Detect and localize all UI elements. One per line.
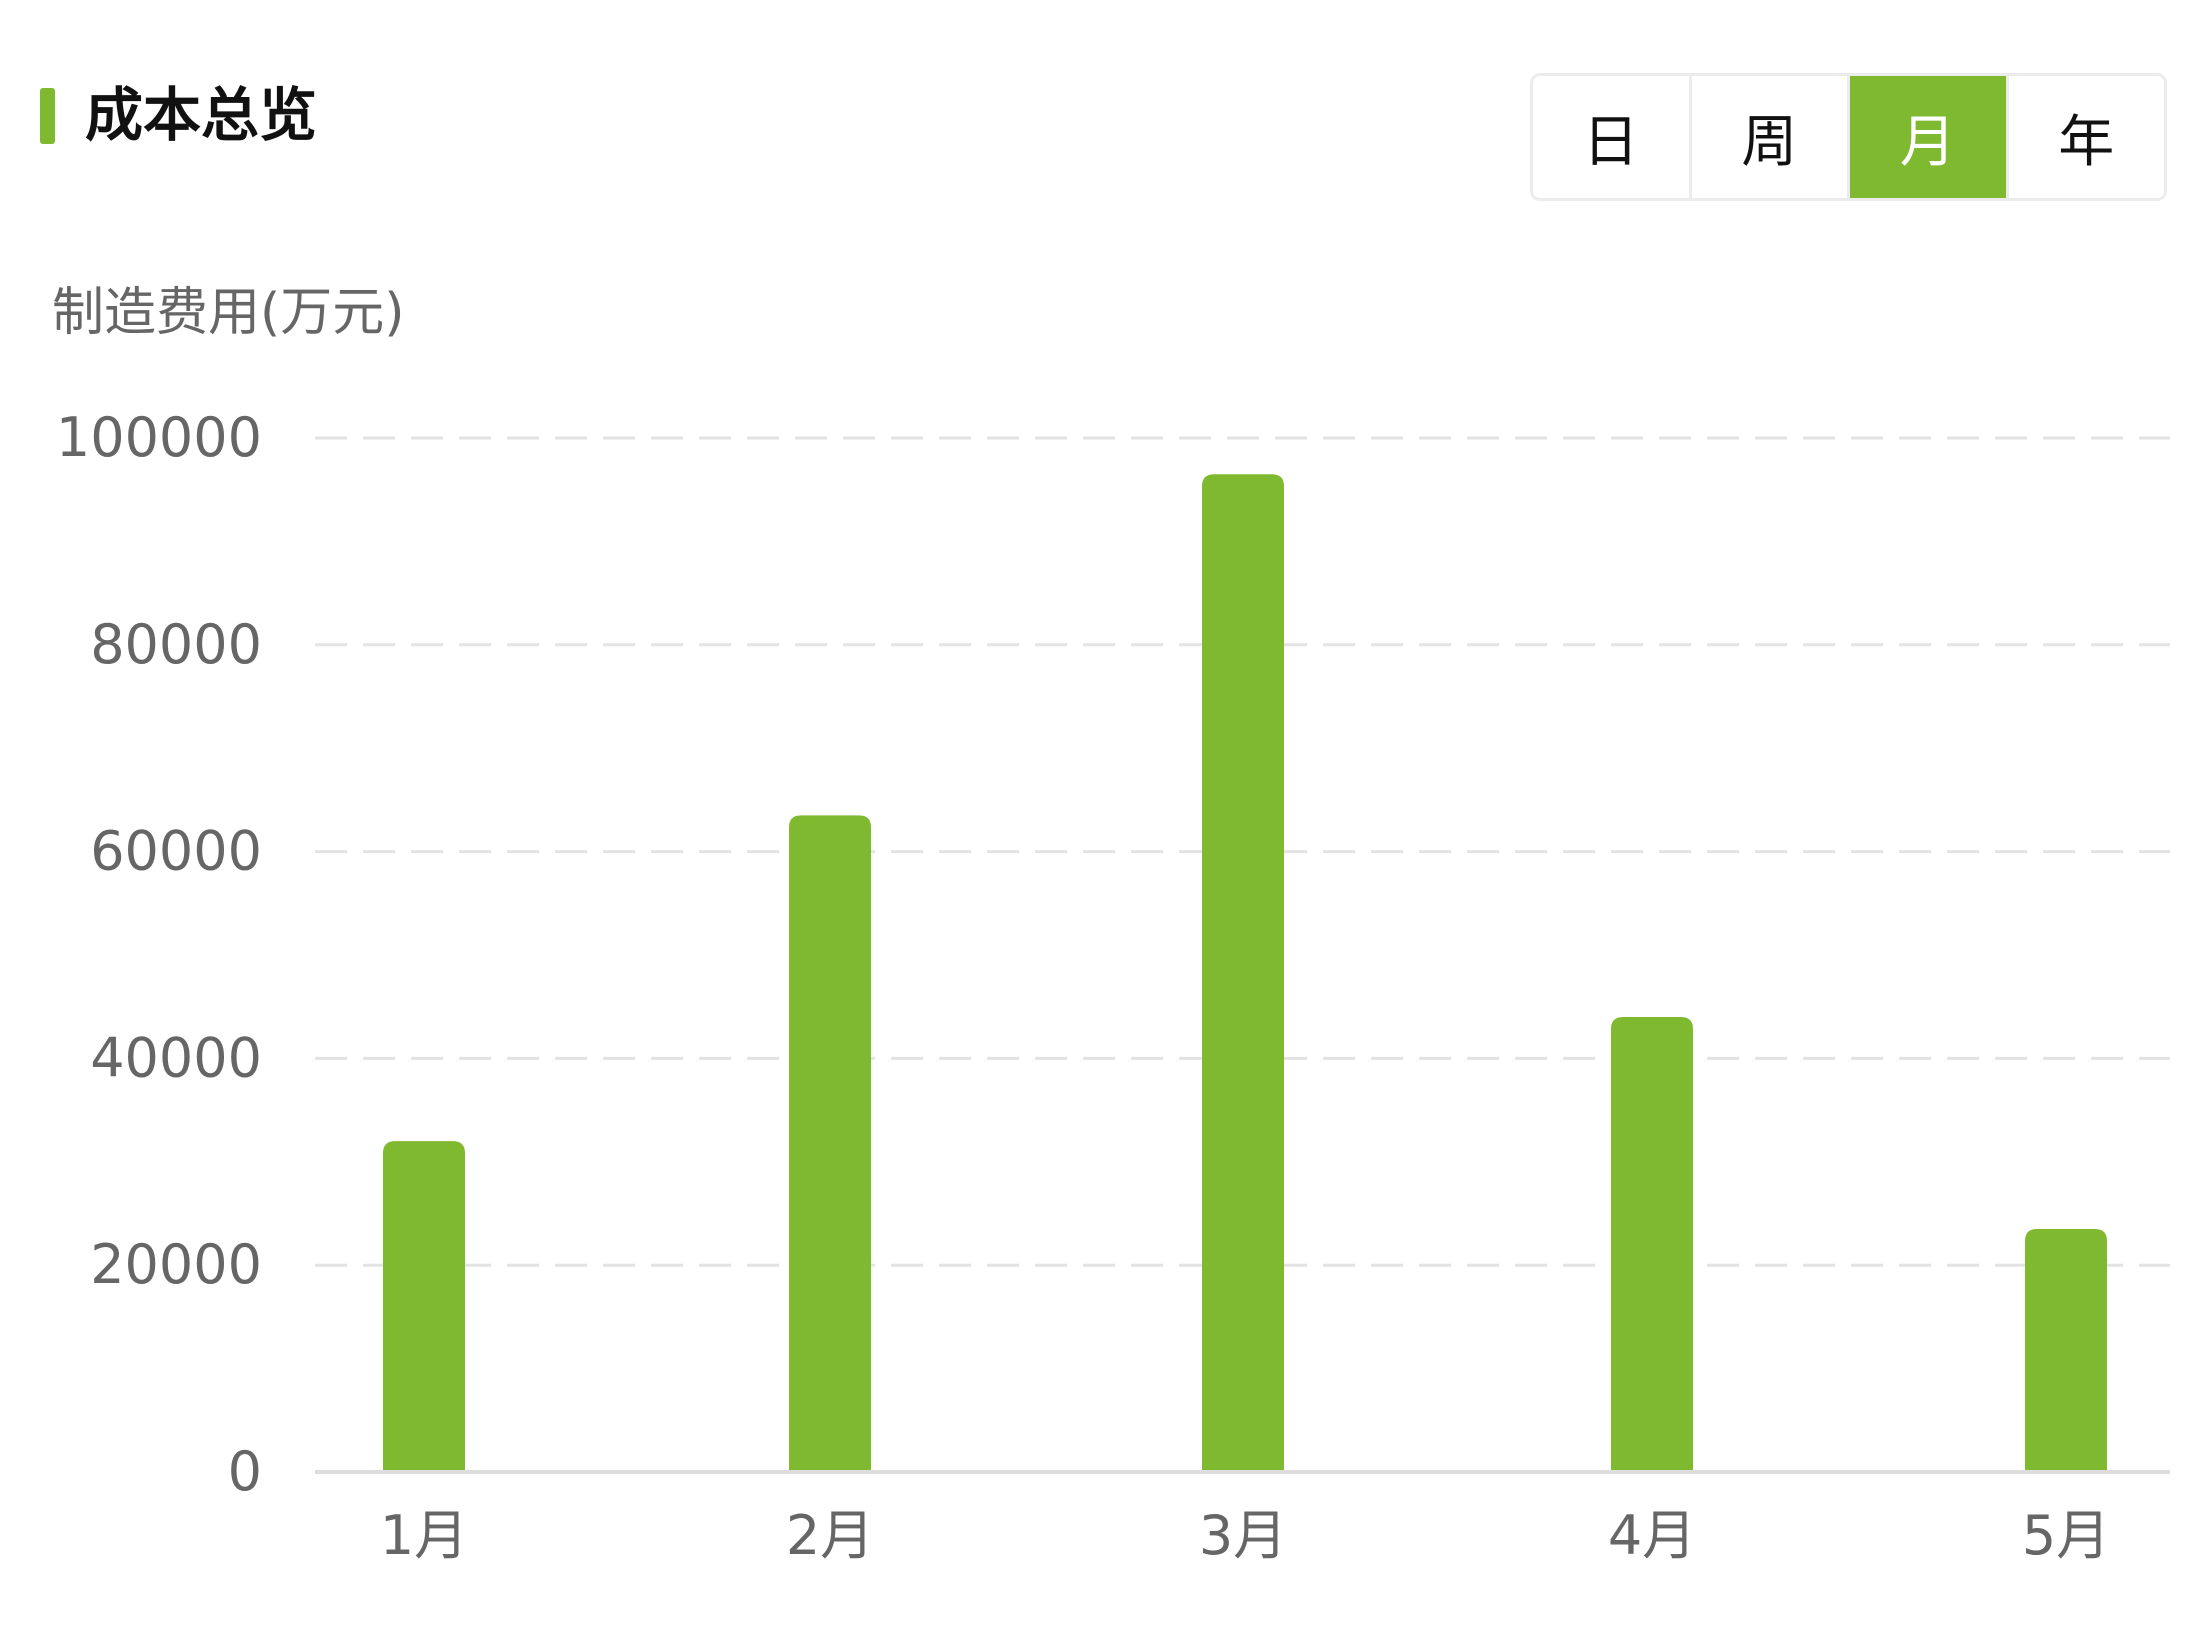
y-tick-label: 80000 — [90, 613, 262, 676]
y-tick-label: 100000 — [56, 406, 262, 469]
period-selector: 日 周 月 年 — [1530, 73, 2167, 201]
bar-chart-svg: 制造费用(万元) 0 20000 40000 60000 80000 100000 1月 2月 3… — [52, 283, 2170, 1567]
x-tick-label: 3月 — [1199, 1504, 1287, 1567]
x-tick-label: 5月 — [2022, 1504, 2110, 1567]
y-tick-label: 20000 — [90, 1233, 262, 1296]
x-tick-label: 2月 — [786, 1504, 874, 1567]
bar — [1202, 474, 1284, 1472]
title-accent-bar — [40, 88, 55, 144]
bar — [789, 815, 871, 1472]
bar-chart: 制造费用(万元) 0 20000 40000 60000 80000 100000 1月 2月 3… — [0, 220, 2212, 1628]
bar — [1611, 1017, 1693, 1472]
y-tick-label: 40000 — [90, 1026, 262, 1089]
bar — [383, 1141, 465, 1472]
y-axis-title: 制造费用(万元) — [52, 283, 405, 343]
y-tick-label: 60000 — [90, 820, 262, 883]
x-tick-label: 4月 — [1608, 1504, 1696, 1567]
y-tick-label: 0 — [228, 1440, 262, 1503]
period-option-month[interactable]: 月 — [1850, 76, 2009, 198]
period-option-year[interactable]: 年 — [2058, 109, 2115, 175]
period-option-week[interactable]: 周 — [1692, 76, 1850, 198]
period-option-day[interactable]: 日 — [1533, 76, 1692, 198]
chart-header: 成本总览 日 周 月 年 — [0, 0, 2212, 220]
bar — [2025, 1229, 2107, 1472]
x-tick-label: 1月 — [380, 1504, 468, 1567]
page-title: 成本总览 — [85, 81, 318, 149]
